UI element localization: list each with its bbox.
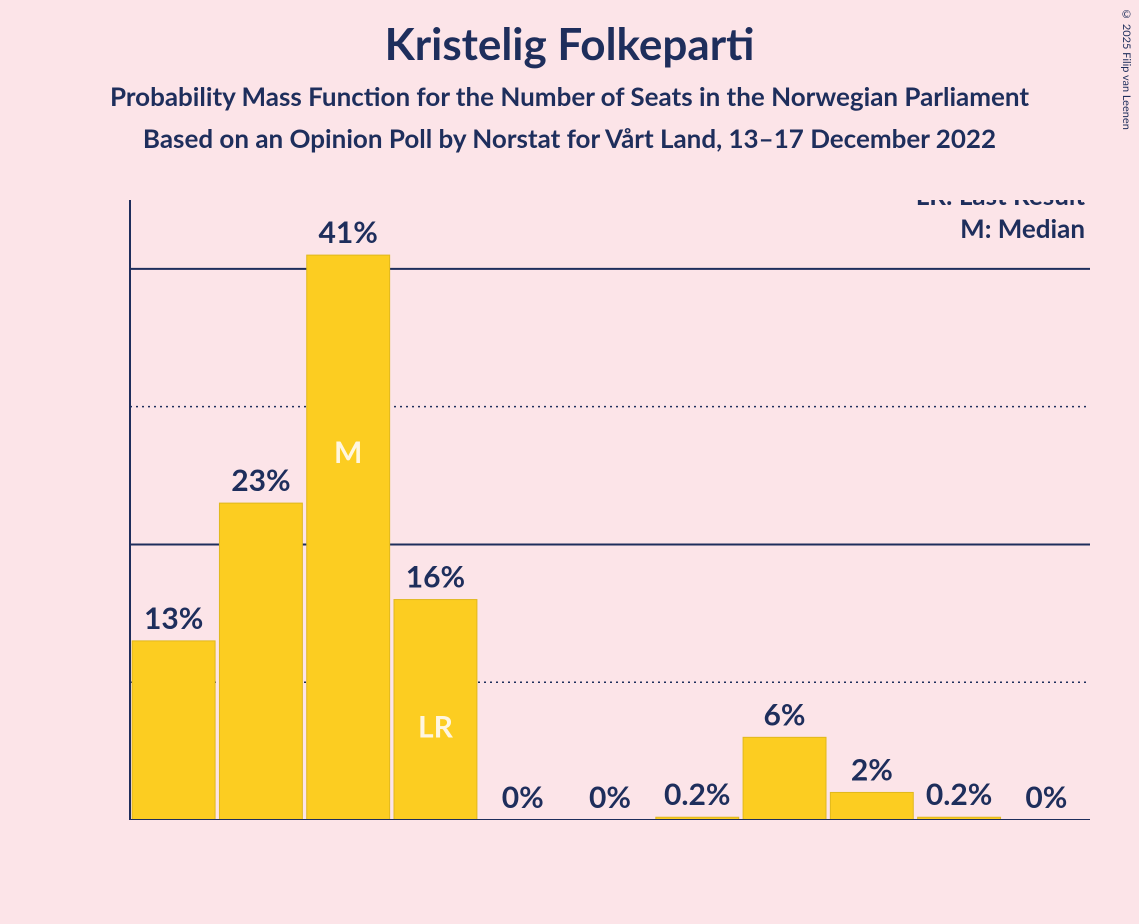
median-marker: M bbox=[334, 434, 362, 470]
chart-title: Kristelig Folkeparti bbox=[0, 0, 1139, 70]
bar-value-label: 23% bbox=[231, 462, 290, 498]
pmf-bar-chart: 20%40%13%023%141%216%30%40%50.2%66%72%80… bbox=[120, 200, 1100, 820]
bar-value-label: 2% bbox=[851, 751, 893, 787]
bar bbox=[743, 737, 826, 820]
last-result-marker: LR bbox=[418, 708, 454, 744]
legend-lr: LR: Last Result bbox=[916, 200, 1086, 211]
bar-value-label: 13% bbox=[144, 600, 203, 636]
bar-value-label: 6% bbox=[764, 696, 806, 732]
chart-subtitle-2: Based on an Opinion Poll by Norstat for … bbox=[0, 112, 1139, 154]
copyright-label: © 2025 Filip van Leenen bbox=[1120, 8, 1133, 130]
bar bbox=[132, 641, 215, 820]
chart-subtitle-1: Probability Mass Function for the Number… bbox=[0, 70, 1139, 112]
bar bbox=[307, 255, 390, 820]
bar-value-label: 41% bbox=[318, 214, 377, 250]
bar-value-label: 16% bbox=[406, 559, 465, 595]
bar-value-label: 0.2% bbox=[664, 776, 731, 812]
bar bbox=[830, 792, 913, 820]
legend-m: M: Median bbox=[960, 212, 1085, 244]
bar-value-label: 0.2% bbox=[926, 776, 993, 812]
bar-value-label: 0% bbox=[589, 779, 631, 815]
bar-value-label: 0% bbox=[1025, 779, 1067, 815]
bar-value-label: 0% bbox=[502, 779, 544, 815]
bar bbox=[219, 503, 302, 820]
